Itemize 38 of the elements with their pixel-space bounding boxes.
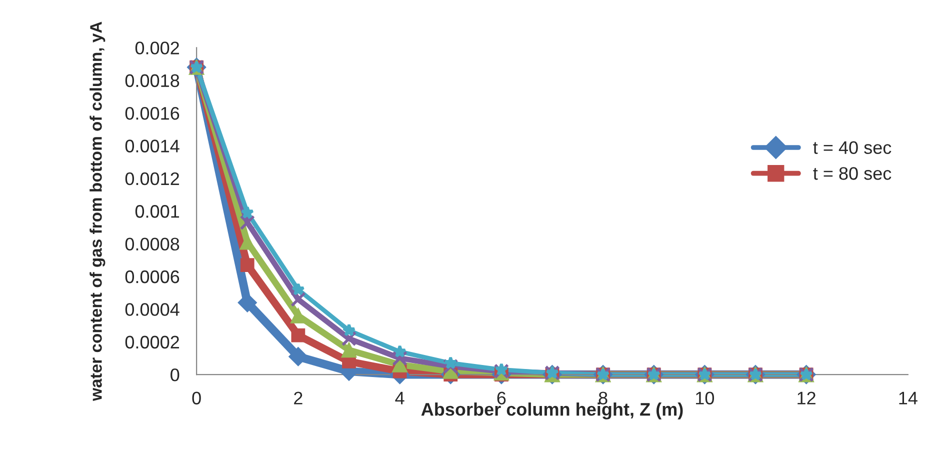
y-tick-label: 0.0016 — [125, 106, 180, 120]
x-tick-label: 14 — [899, 392, 918, 404]
point — [290, 292, 306, 308]
x-tick-label: 6 — [497, 392, 506, 404]
y-tick-label: 0.0002 — [125, 336, 179, 349]
point — [342, 323, 356, 336]
x-tick-label: 8 — [598, 392, 608, 404]
y-tick-label: 0.0018 — [125, 74, 180, 88]
x-tick-label: 10 — [696, 392, 714, 404]
y-tick-label: 0.0012 — [125, 172, 179, 186]
point — [393, 344, 406, 358]
point — [444, 356, 458, 369]
y-tick-label: 0.0008 — [125, 238, 180, 251]
legend-label: t = 40 sec — [813, 141, 892, 154]
point — [288, 347, 308, 366]
y-axis-title: water content of gas from bottom of column, yA — [90, 22, 106, 401]
legend-label: t = 80 sec — [813, 167, 892, 180]
point — [494, 362, 508, 376]
x-tick-label: 0 — [192, 392, 201, 404]
x-tick-label: 2 — [294, 392, 302, 404]
x-tick-label: 12 — [798, 392, 816, 404]
point — [392, 350, 408, 366]
y-tick-label: 0 — [170, 368, 180, 382]
y-tick-label: 0.0014 — [125, 140, 180, 152]
point — [292, 282, 305, 296]
point — [291, 328, 306, 342]
point — [240, 214, 256, 230]
x-tick-label: 4 — [395, 392, 404, 404]
y-tick-label: 0.0004 — [125, 303, 180, 316]
point — [240, 258, 254, 272]
point — [240, 206, 254, 219]
point — [290, 308, 306, 324]
point — [341, 342, 357, 358]
y-tick-label: 0.002 — [135, 42, 179, 54]
point — [341, 330, 357, 346]
point — [442, 358, 458, 374]
y-tick-label: 0.001 — [135, 205, 180, 218]
y-tick-label: 0.0006 — [125, 270, 180, 284]
